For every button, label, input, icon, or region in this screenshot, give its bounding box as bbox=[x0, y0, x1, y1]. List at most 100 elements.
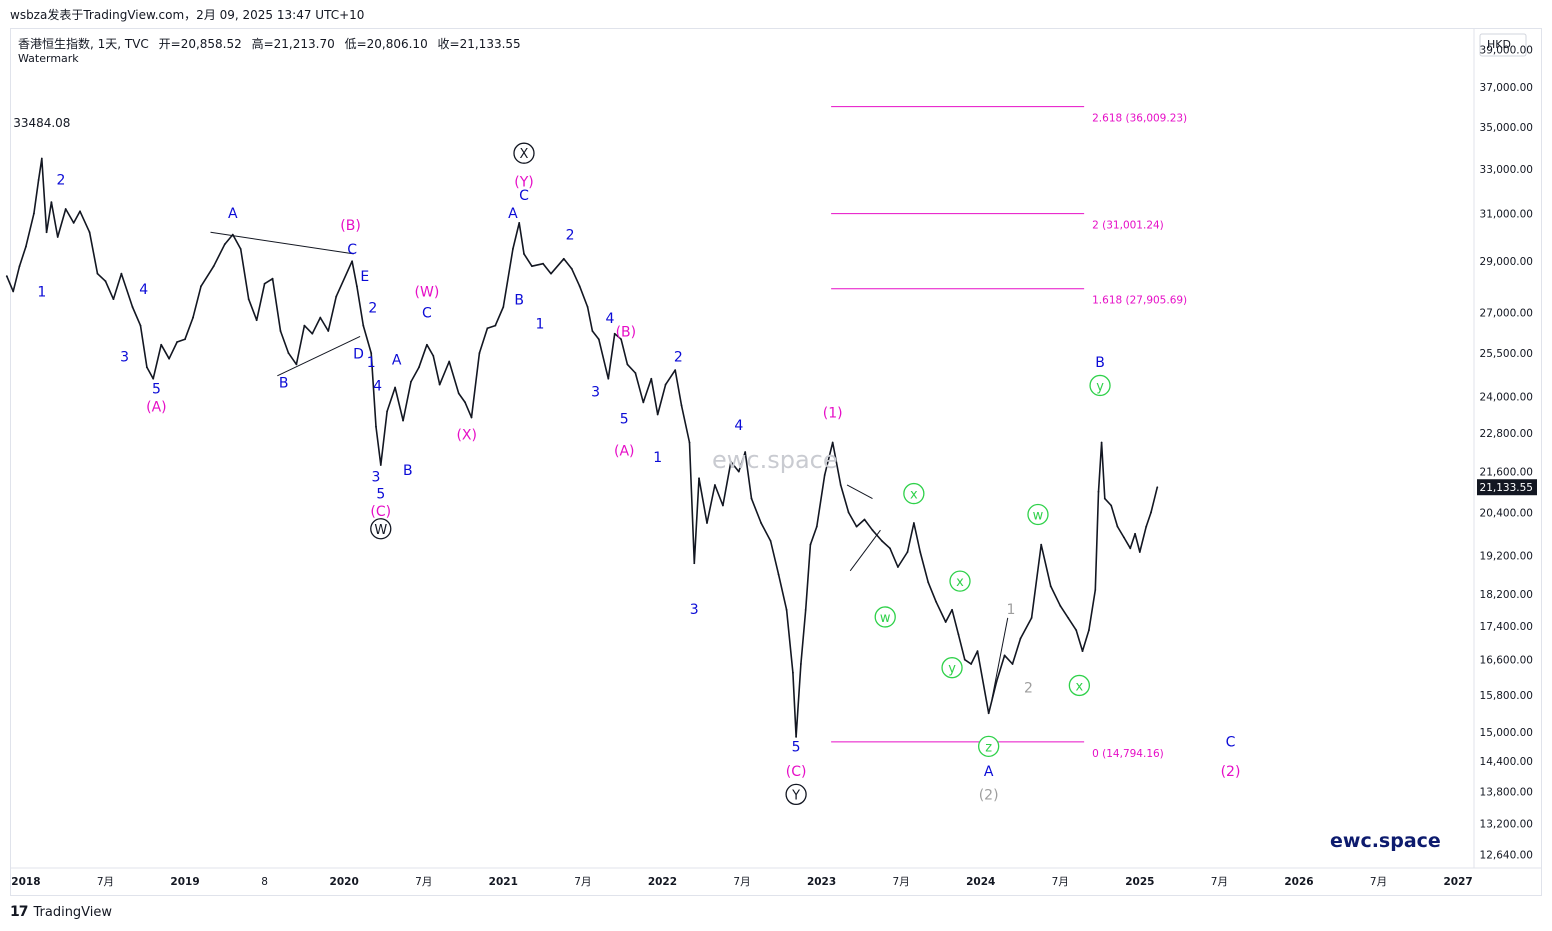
price-point bbox=[279, 330, 282, 332]
symbol-name[interactable]: 香港恒生指数, 1天, TVC bbox=[18, 37, 149, 51]
price-point bbox=[1145, 525, 1148, 528]
currency-label[interactable]: HKD bbox=[1487, 38, 1511, 51]
open-value: 开=20,858.52 bbox=[158, 37, 242, 51]
price-point bbox=[448, 360, 451, 363]
price-point bbox=[1088, 629, 1090, 632]
price-point bbox=[562, 257, 565, 260]
wave-label: X bbox=[520, 147, 529, 162]
y-tick-label: 15,800.00 bbox=[1480, 690, 1533, 702]
price-point bbox=[1011, 663, 1014, 665]
price-point bbox=[626, 363, 629, 366]
price-point bbox=[927, 581, 930, 584]
wave-label: 4 bbox=[139, 282, 148, 298]
wave-label: (C) bbox=[370, 504, 391, 520]
wave-label: 3 bbox=[120, 350, 129, 366]
price-point bbox=[550, 272, 552, 275]
price-point bbox=[706, 522, 708, 524]
price-point bbox=[356, 285, 358, 288]
wave-label: z bbox=[985, 740, 992, 755]
trendline[interactable] bbox=[846, 484, 873, 500]
fib-extension: 2.618 (36,009.23) 2 (31,001.24) 1.618 (27,… bbox=[831, 106, 1187, 760]
wave-label: 1 bbox=[1006, 602, 1015, 618]
x-tick-label: 7月 bbox=[733, 876, 750, 888]
wave-label-circle bbox=[1089, 374, 1111, 397]
y-tick-label: 25,500.00 bbox=[1480, 348, 1533, 360]
wave-label: 5 bbox=[620, 412, 629, 428]
price-point bbox=[1059, 604, 1062, 607]
wave-label: D bbox=[353, 347, 364, 363]
price-point bbox=[410, 380, 412, 383]
low-value: 低=20,806.10 bbox=[344, 37, 428, 51]
y-tick-label: 31,000.00 bbox=[1480, 209, 1533, 221]
price-point bbox=[362, 324, 365, 327]
x-tick-label: 2023 bbox=[807, 876, 836, 888]
publish-line: wsbza发表于TradingView.com，2月 09, 2025 13:4… bbox=[10, 8, 365, 22]
wave-label: 1 bbox=[653, 450, 662, 466]
price-point bbox=[212, 265, 215, 268]
wave-label-circle bbox=[785, 783, 807, 806]
wave-label: 4 bbox=[605, 311, 614, 327]
price-point bbox=[823, 474, 826, 476]
price-point bbox=[906, 551, 909, 553]
y-tick-label: 13,200.00 bbox=[1480, 818, 1533, 830]
y-tick-label: 29,000.00 bbox=[1480, 256, 1533, 268]
price-point bbox=[351, 260, 354, 263]
footer: 17 TradingView bbox=[10, 904, 112, 920]
wave-label: 2 bbox=[674, 350, 683, 366]
price-point bbox=[40, 157, 43, 160]
x-tick-label: 7月 bbox=[1052, 876, 1069, 888]
wave-label: A bbox=[392, 352, 402, 368]
price-point bbox=[192, 316, 194, 319]
trendline[interactable] bbox=[991, 617, 1009, 700]
price-point bbox=[139, 324, 142, 327]
footer-brand[interactable]: TradingView bbox=[33, 904, 113, 920]
price-point bbox=[379, 464, 382, 466]
x-tick-label: 2024 bbox=[966, 876, 995, 888]
wave-label: E bbox=[360, 269, 369, 285]
wave-label: 4 bbox=[373, 378, 382, 394]
price-point bbox=[1075, 629, 1078, 632]
price-point bbox=[729, 460, 732, 463]
price-point bbox=[1100, 441, 1103, 444]
price-point bbox=[464, 401, 467, 404]
y-tick-label: 12,640.00 bbox=[1480, 849, 1533, 861]
wave-label: (Y) bbox=[514, 174, 533, 190]
wave-label: C bbox=[519, 188, 529, 204]
center-watermark: ewc.space bbox=[712, 446, 838, 474]
tradingview-logo-icon[interactable]: 17 bbox=[10, 904, 29, 920]
wave-label: W bbox=[374, 523, 387, 538]
trendline[interactable] bbox=[277, 336, 361, 377]
price-point bbox=[935, 600, 938, 603]
price-point bbox=[597, 338, 600, 341]
price-point bbox=[319, 316, 322, 319]
price-point bbox=[714, 484, 716, 486]
wave-label: (W) bbox=[415, 285, 440, 301]
price-point bbox=[944, 621, 947, 623]
price-point bbox=[72, 221, 75, 224]
price-point bbox=[664, 383, 667, 386]
price-point bbox=[25, 245, 27, 248]
price-point bbox=[656, 413, 659, 416]
price-point bbox=[1003, 654, 1006, 657]
wave-label: 2 bbox=[56, 172, 65, 188]
wave-label: (2) bbox=[1221, 764, 1241, 780]
trendline[interactable] bbox=[849, 529, 881, 572]
price-point bbox=[32, 212, 35, 215]
wave-label-circle bbox=[978, 735, 1000, 758]
price-point bbox=[744, 451, 747, 453]
x-tick-label: 7月 bbox=[893, 876, 910, 888]
price-point bbox=[620, 338, 622, 341]
price-point bbox=[295, 363, 298, 366]
wave-label: 2 bbox=[1024, 681, 1033, 697]
price-point bbox=[1150, 511, 1152, 514]
wave-label: 4 bbox=[734, 418, 743, 434]
wave-label: (X) bbox=[456, 427, 477, 443]
price-point bbox=[1134, 532, 1136, 535]
price-point bbox=[769, 540, 772, 542]
wave-label: (A) bbox=[614, 443, 635, 459]
price-point bbox=[486, 327, 489, 330]
wave-label: C bbox=[1226, 734, 1236, 750]
price-point bbox=[634, 372, 637, 374]
price-point bbox=[957, 633, 960, 636]
